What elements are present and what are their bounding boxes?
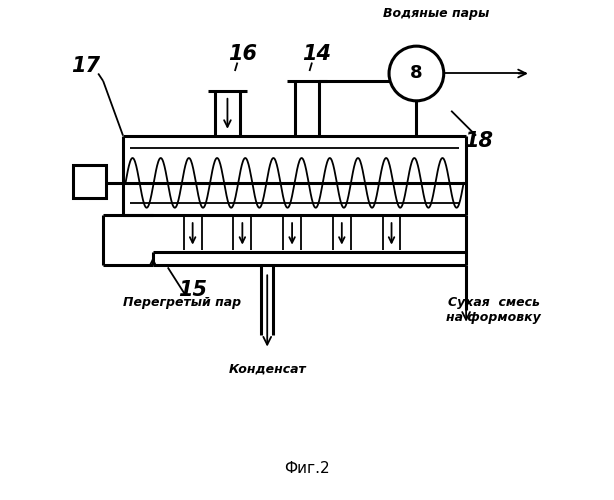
Bar — [73, 166, 106, 198]
Text: 14: 14 — [303, 44, 332, 64]
Text: 17: 17 — [71, 56, 100, 76]
Circle shape — [389, 46, 444, 101]
Text: Фиг.2: Фиг.2 — [284, 462, 330, 476]
Text: Сухая  смесь
на формовку: Сухая смесь на формовку — [446, 296, 541, 324]
Text: 18: 18 — [464, 130, 493, 150]
Text: Перегретый пар: Перегретый пар — [123, 296, 241, 308]
Text: Водяные пары: Водяные пары — [383, 8, 489, 20]
Text: Конденсат: Конденсат — [228, 363, 306, 376]
Text: 8: 8 — [410, 64, 422, 82]
Text: 16: 16 — [228, 44, 257, 64]
Text: 15: 15 — [178, 280, 207, 300]
